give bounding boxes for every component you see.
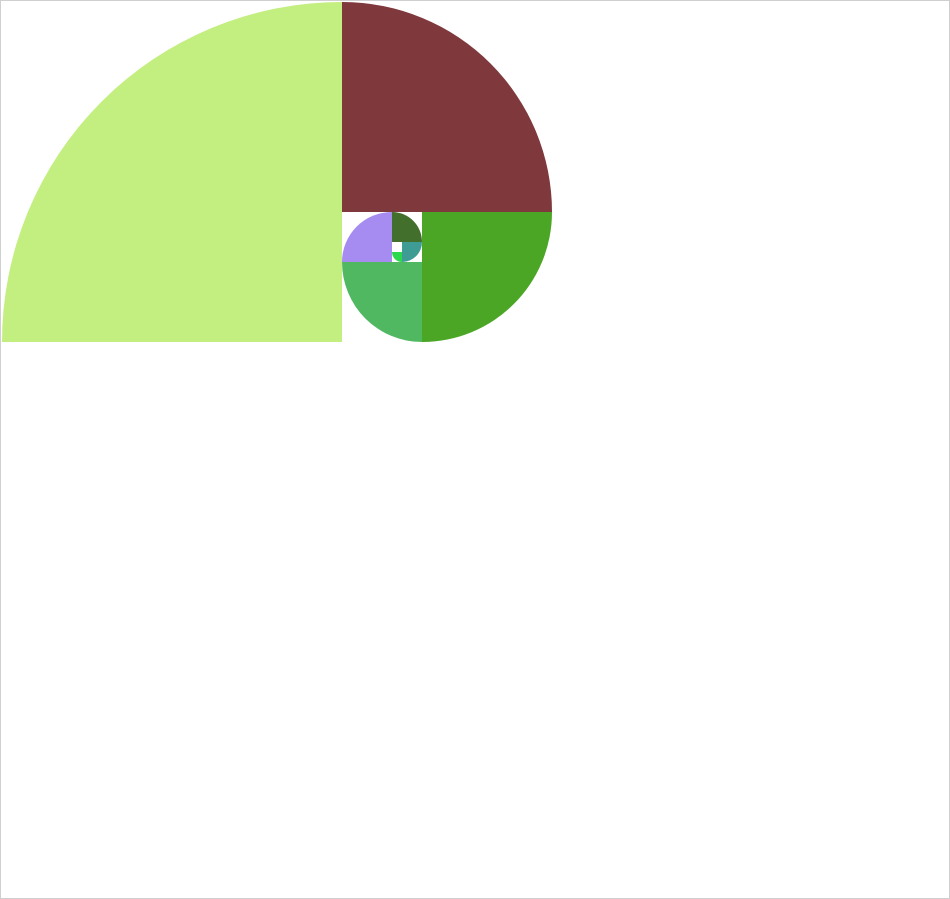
spiral-sector-2-6 xyxy=(402,242,422,262)
spiral-sector-13-2 xyxy=(422,212,552,342)
spiral-sectors xyxy=(2,2,552,342)
spiral-sector-1-8 xyxy=(392,242,402,252)
spiral-sector-5-4 xyxy=(342,212,392,262)
spiral-sector-1-7 xyxy=(392,252,402,262)
spiral-sector-21-1 xyxy=(342,2,552,212)
spiral-sector-3-5 xyxy=(392,212,422,242)
spiral-sector-34-0 xyxy=(2,2,342,342)
spiral-sector-8-3 xyxy=(342,262,422,342)
